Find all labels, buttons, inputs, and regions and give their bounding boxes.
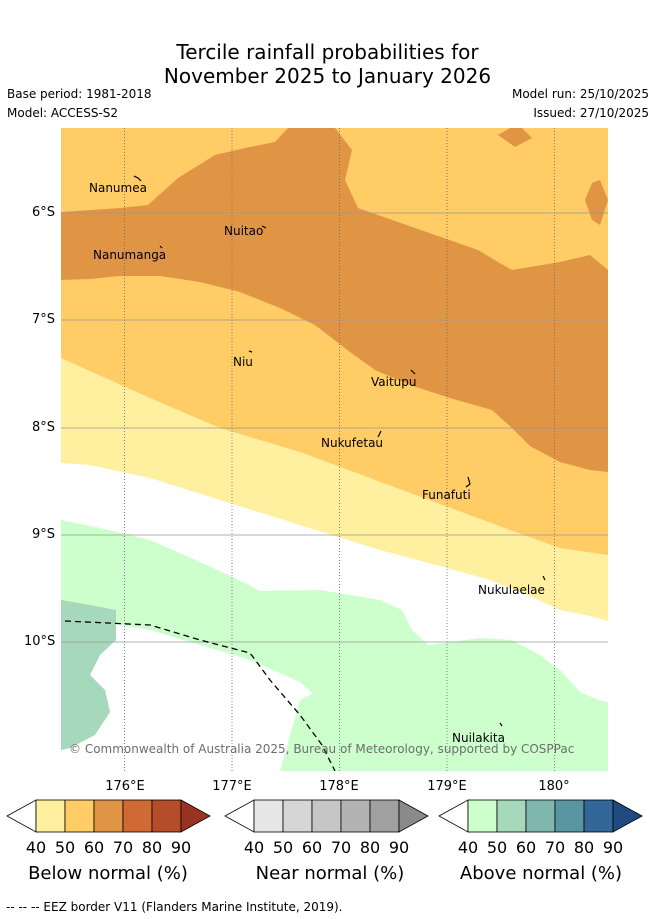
colorbar-tick-label: 70 — [544, 838, 566, 857]
model-name: Model: ACCESS-S2 — [7, 106, 119, 120]
place-label: Nanumea — [89, 181, 147, 195]
colorbar-extend-low — [6, 799, 37, 833]
islands — [133, 175, 546, 727]
near-normal-colorbar — [224, 799, 429, 833]
lat-label-9s: 9°S — [32, 527, 56, 542]
colorbar-tick-label: 80 — [141, 838, 163, 857]
below-normal-40-region — [61, 358, 608, 621]
colorbar-segment — [525, 799, 556, 833]
place-label: Funafuti — [422, 488, 471, 502]
colorbar-extend-high — [398, 799, 429, 833]
lat-label-10s: 10°S — [24, 634, 56, 649]
colorbar-segment — [554, 799, 585, 833]
latitude-lines — [61, 212, 608, 643]
place-label: Nukufetau — [321, 436, 384, 450]
colorbar-tick-label: 80 — [573, 838, 595, 857]
colorbar-segment — [151, 799, 182, 833]
colorbar-segment — [253, 799, 284, 833]
colorbar-tick-label: 90 — [388, 838, 410, 857]
lon-label-179e: 179°E — [427, 779, 467, 794]
colorbar-extend-high — [612, 799, 643, 833]
eez-border — [64, 620, 336, 771]
below-normal-60-region — [498, 128, 532, 147]
colorbar-tick-label: 90 — [170, 838, 192, 857]
colorbar-tick-label: 60 — [83, 838, 105, 857]
colorbar-tick-label: 40 — [243, 838, 265, 857]
lat-label-6s: 6°S — [32, 205, 56, 220]
above-normal-40-region — [280, 683, 608, 771]
above-normal-label: Above normal (%) — [459, 863, 623, 884]
colorbar-segment — [340, 799, 371, 833]
below-normal-60-region — [585, 180, 608, 225]
colorbar-extend-low — [224, 799, 255, 833]
above-normal-50-region — [61, 600, 116, 750]
place-label: Niu — [233, 355, 253, 369]
lon-label-176e: 176°E — [105, 779, 145, 794]
colorbar-segment — [122, 799, 153, 833]
eez-legend-note: -- -- -- EEZ border V11 (Flanders Marine… — [6, 900, 343, 914]
place-label: Nuitao — [224, 224, 264, 238]
lon-label-178e: 178°E — [319, 779, 359, 794]
colorbar-segment — [282, 799, 313, 833]
colorbar-segment — [93, 799, 124, 833]
below-normal-60-region — [61, 128, 608, 472]
colorbar-segment — [496, 799, 527, 833]
lat-label-7s: 7°S — [32, 312, 56, 327]
copyright-text: © Commonwealth of Australia 2025, Bureau… — [69, 742, 575, 756]
grid-lines — [124, 128, 555, 771]
base-period: Base period: 1981-2018 — [7, 87, 152, 101]
place-label: Nuilakita — [452, 731, 505, 745]
colorbar-segment — [583, 799, 614, 833]
colorbar-tick-label: 90 — [602, 838, 624, 857]
place-label: Vaitupu — [371, 375, 417, 389]
colorbar-tick-label: 50 — [272, 838, 294, 857]
place-label: Nanumanga — [93, 248, 167, 262]
colorbar-tick-label: 40 — [457, 838, 479, 857]
model-run: Model run: 25/10/2025 — [511, 87, 649, 101]
below-normal-colorbar — [6, 799, 211, 833]
above-normal-colorbar — [438, 799, 643, 833]
lat-label-8s: 8°S — [32, 420, 56, 435]
colorbar-tick-label: 60 — [301, 838, 323, 857]
issued-date: Issued: 27/10/2025 — [533, 106, 649, 120]
colorbar-tick-label: 80 — [359, 838, 381, 857]
lon-label-177e: 177°E — [212, 779, 252, 794]
colorbar-tick-label: 50 — [486, 838, 508, 857]
colorbar-tick-label: 70 — [330, 838, 352, 857]
lon-label-180: 180° — [538, 779, 570, 794]
colorbar-segment — [64, 799, 95, 833]
colorbar-tick-label: 70 — [112, 838, 134, 857]
title-line-2: November 2025 to January 2026 — [163, 64, 492, 88]
near-normal-label: Near normal (%) — [255, 863, 405, 884]
colorbar-segment — [467, 799, 498, 833]
colorbar-extend-low — [438, 799, 469, 833]
place-label: Nukulaelae — [478, 583, 545, 597]
colorbar-tick-label: 40 — [25, 838, 47, 857]
colorbar-tick-label: 60 — [515, 838, 537, 857]
below-normal-label: Below normal (%) — [28, 863, 188, 884]
colorbar-segment — [369, 799, 400, 833]
colorbar-segment — [311, 799, 342, 833]
colorbar-segment — [35, 799, 66, 833]
title-line-1: Tercile rainfall probabilities for — [176, 40, 479, 64]
colorbar-tick-label: 50 — [54, 838, 76, 857]
colorbar-extend-high — [180, 799, 211, 833]
